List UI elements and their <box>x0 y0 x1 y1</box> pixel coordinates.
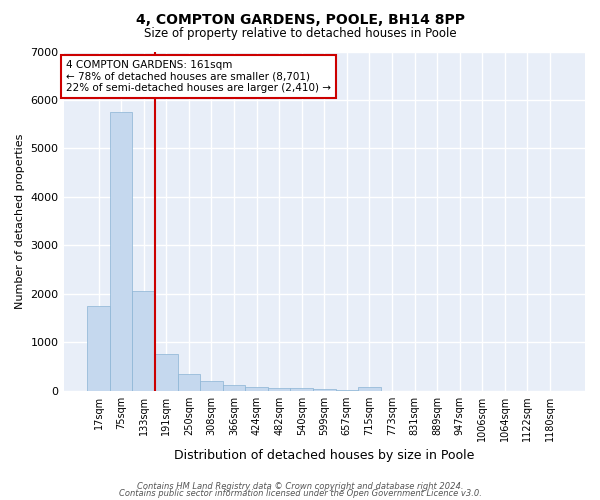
Bar <box>268 388 290 391</box>
Text: 4 COMPTON GARDENS: 161sqm
← 78% of detached houses are smaller (8,701)
22% of se: 4 COMPTON GARDENS: 161sqm ← 78% of detac… <box>66 60 331 93</box>
Bar <box>155 354 178 391</box>
Bar <box>223 385 245 391</box>
Bar <box>133 291 155 391</box>
Bar <box>313 388 335 391</box>
Bar <box>245 386 268 391</box>
Bar <box>200 381 223 391</box>
Text: Contains HM Land Registry data © Crown copyright and database right 2024.: Contains HM Land Registry data © Crown c… <box>137 482 463 491</box>
Text: Contains public sector information licensed under the Open Government Licence v3: Contains public sector information licen… <box>119 490 481 498</box>
Y-axis label: Number of detached properties: Number of detached properties <box>15 134 25 309</box>
X-axis label: Distribution of detached houses by size in Poole: Distribution of detached houses by size … <box>174 450 475 462</box>
Text: 4, COMPTON GARDENS, POOLE, BH14 8PP: 4, COMPTON GARDENS, POOLE, BH14 8PP <box>136 12 464 26</box>
Bar <box>335 390 358 391</box>
Bar <box>358 387 381 391</box>
Bar <box>178 374 200 391</box>
Text: Size of property relative to detached houses in Poole: Size of property relative to detached ho… <box>143 28 457 40</box>
Bar <box>87 306 110 391</box>
Bar <box>110 112 133 391</box>
Bar <box>290 388 313 391</box>
